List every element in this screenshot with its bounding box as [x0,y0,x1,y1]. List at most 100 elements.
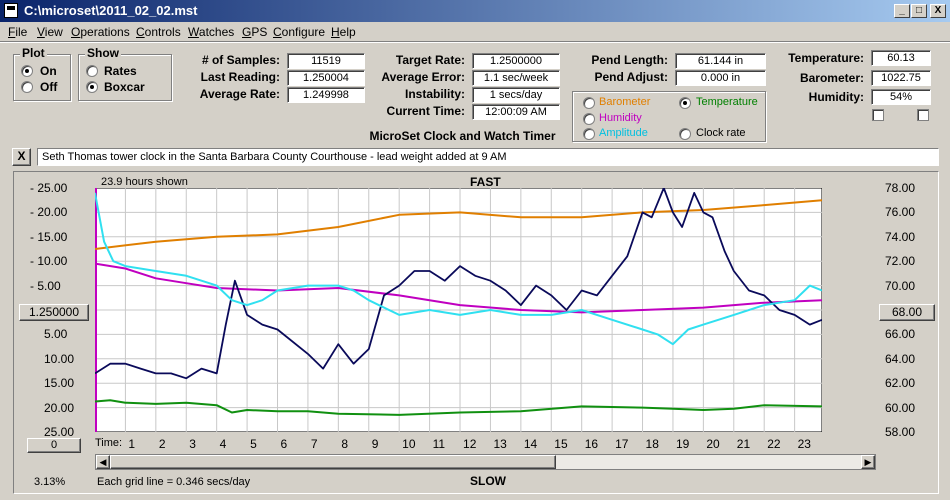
barometer-option-label: Barometer [599,96,651,108]
left-axis-tick: 25.00 [44,425,75,439]
instability-label: Instability: [404,87,465,101]
average-rate-field: 1.249998 [287,87,365,103]
time-axis-tick: 16 [584,437,599,451]
time-axis-tick: 12 [463,437,477,451]
humidity-checkbox-left[interactable] [872,109,884,121]
time-axis-tick: 15 [554,437,568,451]
left-axis-tick: 15.00 [44,376,75,391]
right-center-button[interactable]: 68.00 [879,304,935,321]
time-axis-tick: 5 [250,437,257,451]
horizontal-scrollbar[interactable]: ◀ ▶ [95,454,876,470]
series-line-amplitude [95,192,822,346]
time-axis-tick: 10 [402,437,416,451]
plot-on-label: On [40,64,57,78]
right-axis-tick: 76.00 [885,205,916,220]
scroll-thumb[interactable] [110,455,556,469]
humidity-field: 54% [871,89,931,105]
temperature-radio[interactable] [679,97,691,109]
instability-field: 1 secs/day [472,87,560,103]
plot-group: Plot [13,46,71,101]
show-rates-label: Rates [104,64,137,78]
menu-bar: File View Operations Controls Watches GP… [0,22,950,41]
time-axis-label: Time: [95,437,123,449]
left-axis-tick: - 10.00 [30,254,68,269]
pend-length-label: Pend Length: [591,53,668,67]
right-axis-tick: 70.00 [885,278,916,293]
zero-button[interactable]: 0 [27,438,81,453]
plot-off-label: Off [40,80,58,94]
menu-watches[interactable]: Watches [188,25,235,39]
menu-configure[interactable]: Configure [273,25,326,39]
show-boxcar-label: Boxcar [104,80,145,94]
time-axis-tick: 6 [280,437,288,451]
maximize-button[interactable]: □ [911,4,927,18]
plot-group-legend: Plot [20,46,47,60]
humidity-radio[interactable] [583,113,595,125]
time-axis-tick: 20 [706,437,720,451]
scroll-right-button[interactable]: ▶ [861,455,875,469]
fast-label: FAST [470,175,501,189]
title-bar: C:\microset\2011_02_02.mst _ □ X [0,0,950,22]
time-axis-tick: 21 [736,437,751,451]
pend-length-field[interactable]: 61.144 in [675,53,766,69]
right-axis-tick: 60.00 [885,400,916,415]
left-axis-tick: 20.00 [44,400,75,415]
series-line-barometer [95,199,822,250]
app-icon [4,3,18,18]
samples-field: 11519 [287,53,365,69]
menu-controls[interactable]: Controls [136,25,181,39]
pend-adjust-field[interactable]: 0.000 in [675,70,766,86]
target-rate-label: Target Rate: [395,53,465,67]
menu-operations[interactable]: Operations [71,25,130,39]
time-axis-tick: 11 [432,437,446,451]
humidity-checkbox-right[interactable] [917,109,929,121]
time-axis-tick: 18 [645,437,659,451]
time-axis-tick: 9 [371,437,379,451]
clock-rate-radio[interactable] [679,128,691,140]
series-line-clock-rate [95,188,822,380]
right-axis-tick: 58.00 [885,425,916,439]
last-reading-label: Last Reading: [200,70,280,84]
barometer-radio[interactable] [583,97,595,109]
time-axis-tick: 19 [675,437,690,451]
amplitude-radio[interactable] [583,128,595,140]
time-axis-tick: 8 [341,437,349,451]
menu-gps[interactable]: GPS [242,25,268,39]
average-error-field: 1.1 sec/week [472,70,560,86]
series-line-temperature [95,399,822,416]
menu-help[interactable]: Help [331,25,356,39]
samples-label: # of Samples: [201,53,280,67]
scroll-left-button[interactable]: ◀ [96,455,110,469]
plot-off-radio[interactable] [21,81,33,93]
right-axis-tick: 66.00 [885,327,916,342]
minimize-button[interactable]: _ [894,4,910,18]
show-boxcar-radio[interactable] [86,81,98,93]
average-error-label: Average Error: [381,70,465,84]
left-axis-tick: - 15.00 [30,229,68,244]
target-rate-field[interactable]: 1.2500000 [472,53,560,69]
notes-close-button[interactable]: X [12,148,31,166]
time-axis-tick: 14 [523,437,538,451]
series-select-group [572,91,766,142]
notes-field[interactable]: Seth Thomas tower clock in the Santa Bar… [37,148,939,166]
left-axis-tick: 5.00 [44,327,68,342]
humidity-option-label: Humidity [599,112,642,124]
chart-panel [13,171,939,494]
app-subtitle: MicroSet Clock and Watch Timer [369,129,556,143]
window-title: C:\microset\2011_02_02.mst [24,3,198,18]
left-axis-tick: 10.00 [44,351,75,366]
show-rates-radio[interactable] [86,65,98,77]
last-reading-field: 1.250004 [287,70,365,86]
series-line-humidity [95,262,822,314]
grid-note-label: Each grid line = 0.346 secs/day [97,476,251,488]
plot-on-radio[interactable] [21,65,33,77]
barometer-field: 1022.75 [871,70,931,86]
center-rate-button[interactable]: 1.250000 [19,304,89,321]
current-time-field: 12:00:09 AM [472,104,560,120]
time-axis-tick: 1 [128,437,136,451]
close-button[interactable]: X [930,4,946,18]
percent-label: 3.13% [34,476,66,488]
menu-view[interactable]: View [37,25,63,39]
menu-file[interactable]: File [8,25,28,39]
left-axis-tick: - 5.00 [30,278,61,293]
